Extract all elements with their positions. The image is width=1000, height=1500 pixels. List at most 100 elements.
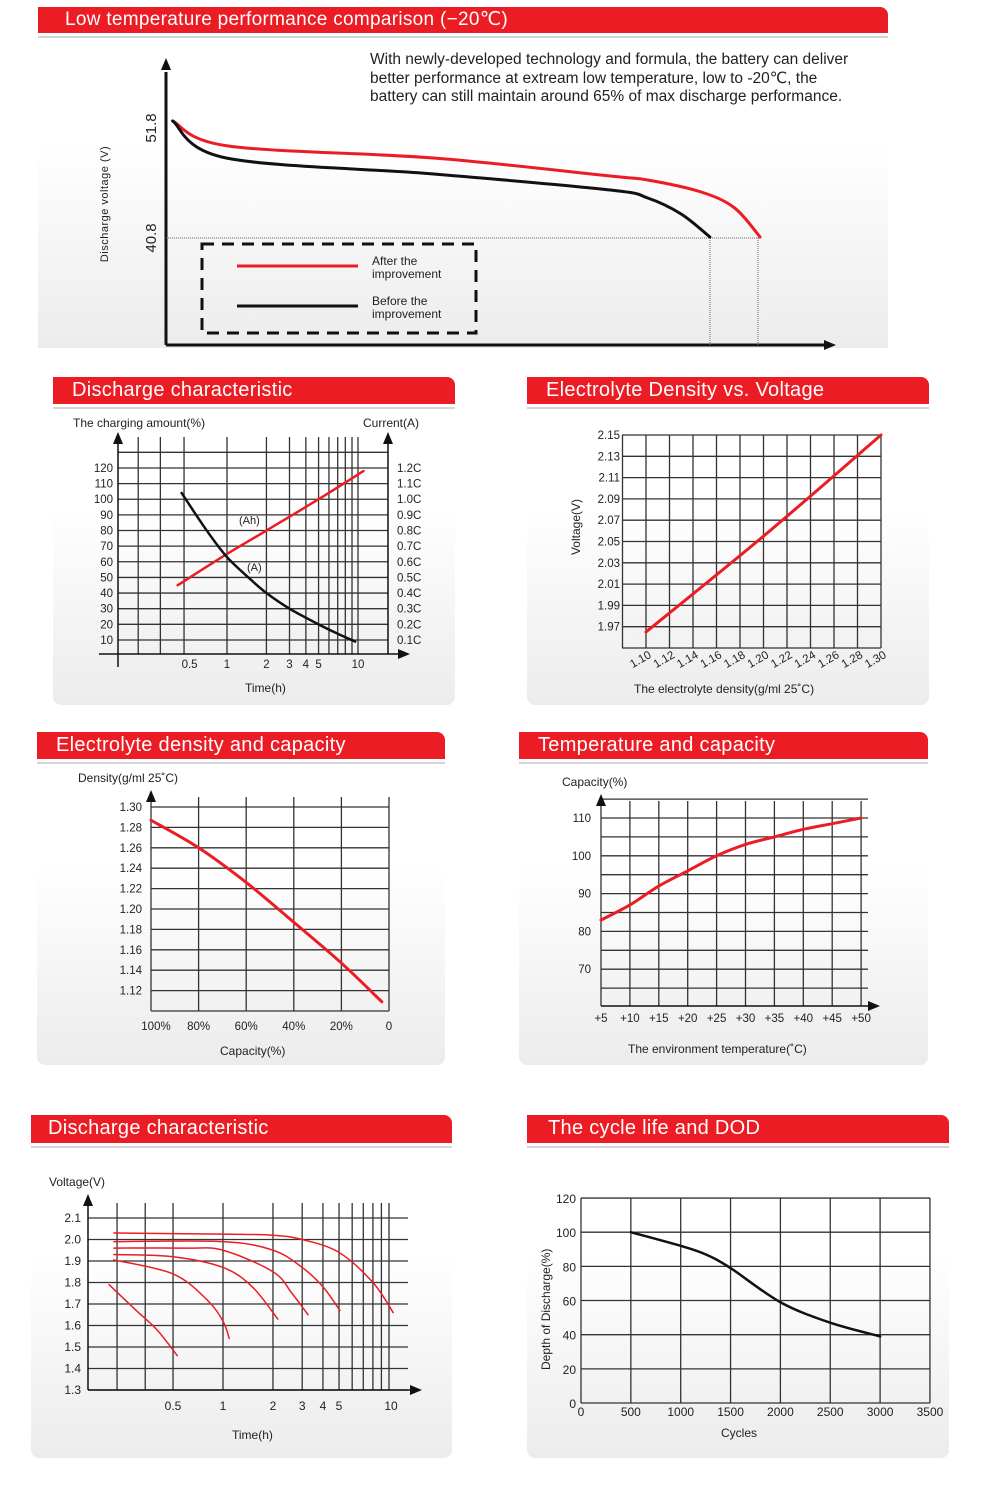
y-tick-label: 1.12 [120,986,142,998]
x-tick-label: 3 [299,1399,306,1413]
y-tick-label: 1.97 [598,622,620,634]
y-tick-label: 2.09 [598,494,620,506]
x-tick-label: 1.16 [699,649,724,671]
y-tick-label: 110 [573,813,591,825]
y-tick-label: 100 [94,494,113,506]
series-line [629,1230,882,1338]
y-axis-title: Voltage(V) [49,1175,106,1189]
x-tick-label: 1.18 [722,649,747,671]
annotation-ah: (Ah) [239,515,260,527]
x-tick-label: 100% [141,1021,170,1033]
y-tick-label: 1.24 [120,863,143,875]
y-tick-label: 1.26 [120,843,142,855]
y-tick-label: 70 [100,541,113,553]
y-tick-label: 1.8 [64,1276,81,1290]
y-tick-label: 1.28 [120,822,142,834]
y-axis-title: Density(g/ml 25˚C) [78,771,179,785]
x-tick-label: +45 [822,1013,842,1025]
series-line [599,816,863,922]
x-tick-label: 500 [621,1405,641,1419]
series-line [113,1232,394,1314]
y-tick-label: 2.0 [64,1233,81,1247]
series-line [113,1240,341,1312]
chart-title-density-capacity: Electrolyte density and capacity [37,732,445,764]
legend-label-after: After the improvement [372,254,442,281]
x-tick-label: +25 [707,1013,727,1025]
x-tick-label: 1.10 [628,649,653,671]
y-tick-label: 110 [95,479,113,491]
y2-tick-label: 0.8C [397,526,421,538]
x-tick-label: 2 [263,659,269,671]
x-tick-label: 2500 [817,1405,844,1419]
x-tick-label: 80% [187,1021,210,1033]
x-tick-label: 3 [286,659,292,671]
y2-tick-label: 0.9C [397,510,421,522]
x-tick-label: 1500 [717,1405,744,1419]
y-axis-arrow-icon [113,432,123,444]
series-line [644,433,883,634]
x-tick-label: 10 [384,1399,398,1413]
x-tick-label: +15 [649,1013,669,1025]
y-tick-label: 0 [569,1397,576,1411]
x-axis-title: The environment temperature(˚C) [628,1042,807,1056]
x-tick-label: 1.14 [675,649,701,671]
x-tick-label: 3500 [917,1405,944,1419]
chart-description: With newly-developed technology and form… [370,51,849,105]
x-tick-label: 1.28 [840,649,865,671]
y-tick-label: 1.4 [64,1362,81,1376]
x-axis-arrow-icon [868,1001,880,1011]
y-axis-arrow-icon [596,794,606,806]
x-tick-label: 1 [220,1399,227,1413]
y-tick-label: 1.9 [64,1254,81,1268]
y-tick-label: 40.8 [143,223,160,252]
x-axis-title: The electrolyte density(g/ml 25˚C) [634,682,815,696]
x-tick-label: 3000 [867,1405,894,1419]
x-tick-label: +30 [736,1013,756,1025]
y2-tick-label: 0.6C [397,557,421,569]
x-tick-label: 2 [270,1399,277,1413]
y-axis-title-right: Current(A) [363,416,420,430]
x-tick-label: 0 [386,1021,392,1033]
chart-title-low-temperature: Low temperature performance comparison (… [38,7,888,38]
x-tick-label: 1.20 [746,649,771,671]
y2-axis-arrow-icon [383,432,393,444]
y-tick-label: 100 [556,1226,576,1240]
y-tick-label: 1.18 [120,924,142,936]
y-tick-label: 50 [100,572,113,584]
y-tick-label: 10 [100,635,113,647]
x-tick-label: 4 [303,659,310,671]
series-line-ah [176,469,365,587]
x-axis-arrow-icon [410,1385,422,1395]
series-line [113,1247,309,1316]
legend-box [200,242,478,335]
y-tick-label: 20 [563,1363,577,1377]
y-tick-label: 1.20 [120,904,142,916]
y2-tick-label: 0.2C [397,619,421,631]
x-tick-label: 4 [320,1399,327,1413]
y2-tick-label: 1.0C [397,494,421,506]
x-tick-label: 0.5 [182,659,198,671]
x-tick-label: 60% [235,1021,258,1033]
panel-cycle-life [527,1115,949,1458]
y2-tick-label: 1.2C [397,463,421,475]
panel-temperature-capacity [519,732,928,1065]
y-tick-label: 90 [578,889,591,901]
y-tick-label: 2.03 [598,558,620,570]
series-line [149,818,384,1004]
x-tick-label: 5 [315,659,321,671]
y-axis-arrow-icon [146,790,156,802]
y-tick-label: 100 [572,851,591,863]
y-tick-label: 80 [563,1260,577,1274]
y2-tick-label: 0.7C [397,541,421,553]
y-tick-label: 80 [578,926,591,938]
x-tick-label: 2000 [767,1405,794,1419]
x-tick-label: 1000 [667,1405,694,1419]
y-tick-label: 1.5 [64,1340,81,1354]
x-tick-label: 1.12 [652,649,677,671]
x-tick-label: 0 [578,1405,585,1419]
y-tick-label: 1.16 [120,945,142,957]
y-axis-title: Capacity(%) [562,775,628,789]
x-axis-arrow-icon [398,649,410,659]
x-axis-title: Time(h) [232,1428,273,1442]
y2-tick-label: 1.1C [397,479,421,491]
